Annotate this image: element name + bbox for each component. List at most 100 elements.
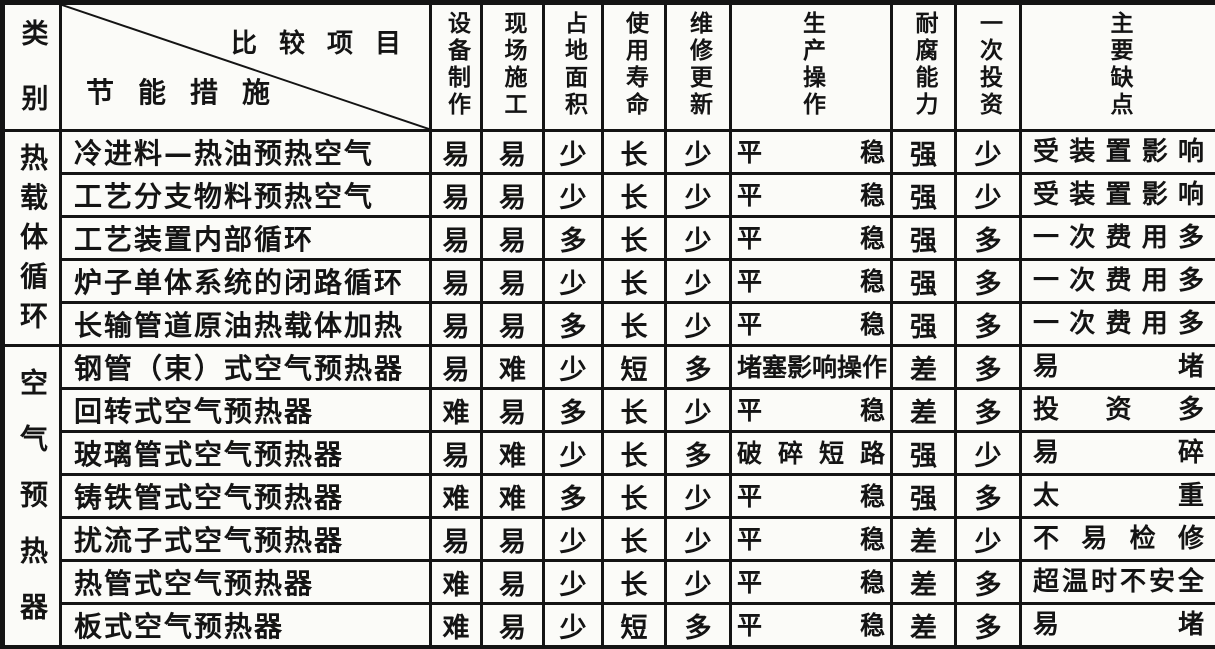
- category-header: 类别: [1, 1, 62, 132]
- value-cell: 易: [429, 129, 483, 175]
- value-cell: 多: [954, 258, 1022, 304]
- value-cell: 多: [954, 602, 1022, 649]
- column-header-equipment-fabrication: 设备制作: [429, 1, 483, 132]
- value-cell: 少: [954, 430, 1022, 476]
- value-cell: 长: [601, 516, 667, 562]
- value-cell: 易: [480, 602, 545, 649]
- value-cell: 少: [664, 172, 732, 218]
- value-cell: 易: [480, 215, 545, 261]
- table-row: 回转式空气预热器 难 易 多 长 少 平稳 差 多 投资多: [3, 387, 1215, 433]
- value-cell: 堵塞影响操作: [729, 344, 893, 390]
- value-cell: 少: [664, 129, 732, 175]
- value-cell: 强: [890, 430, 957, 476]
- value-cell: 平稳: [729, 559, 893, 605]
- row-label: 玻璃管式空气预热器: [59, 430, 432, 476]
- category-header-label: 类别: [16, 19, 48, 111]
- value-cell: 少: [542, 129, 604, 175]
- value-cell: 易: [429, 215, 483, 261]
- value-cell: 难: [480, 473, 545, 519]
- value-cell: 少: [542, 516, 604, 562]
- value-cell: 长: [601, 387, 667, 433]
- value-cell: 少: [542, 344, 604, 390]
- rows-axis-label: 节能措施: [86, 76, 295, 109]
- value-cell: 易: [480, 559, 545, 605]
- row-label: 铸铁管式空气预热器: [59, 473, 432, 519]
- column-header-production-operation: 生产操作: [729, 1, 893, 132]
- value-cell: 多: [542, 215, 604, 261]
- value-cell: 多: [954, 559, 1022, 605]
- value-cell: 多: [542, 387, 604, 433]
- value-cell: 多: [954, 473, 1022, 519]
- value-cell: 一次费用多: [1019, 215, 1215, 261]
- value-cell: 长: [601, 258, 667, 304]
- header-row: 类别 比较项目 节能措施 设备制作 现场施工 占地面积 使用寿命 维修更新 生产…: [1, 1, 1215, 132]
- value-cell: 易: [429, 344, 483, 390]
- column-header-site-construction: 现场施工: [480, 1, 545, 132]
- value-cell: 多: [954, 215, 1022, 261]
- row-label: 长输管道原油热载体加热: [59, 301, 432, 347]
- row-label: 工艺分支物料预热空气: [59, 172, 432, 218]
- value-cell: 难: [429, 559, 483, 605]
- table-row: 炉子单体系统的闭路循环 易 易 少 长 少 平稳 强 多 一次费用多: [3, 258, 1215, 304]
- column-header-corrosion-resistance: 耐腐能力: [890, 1, 957, 132]
- value-cell: 多: [954, 344, 1022, 390]
- value-cell: 平稳: [729, 602, 893, 649]
- group-label-air-preheater: 空气预热器: [1, 344, 62, 649]
- row-label: 钢管（束）式空气预热器: [59, 344, 432, 390]
- row-label: 炉子单体系统的闭路循环: [59, 258, 432, 304]
- table-row: 玻璃管式空气预热器 易 难 少 长 多 破碎短路 强 少 易碎: [3, 430, 1215, 476]
- row-label: 板式空气预热器: [59, 602, 432, 649]
- table-row: 工艺装置内部循环 易 易 多 长 少 平稳 强 多 一次费用多: [3, 215, 1215, 261]
- value-cell: 平稳: [729, 301, 893, 347]
- value-cell: 少: [664, 516, 732, 562]
- value-cell: 长: [601, 215, 667, 261]
- value-cell: 少: [664, 559, 732, 605]
- row-label: 热管式空气预热器: [59, 559, 432, 605]
- value-cell: 平稳: [729, 129, 893, 175]
- value-cell: 强: [890, 258, 957, 304]
- value-cell: 长: [601, 129, 667, 175]
- value-cell: 破碎短路: [729, 430, 893, 476]
- value-cell: 长: [601, 430, 667, 476]
- value-cell: 多: [664, 602, 732, 649]
- column-header-initial-investment: 一次投资: [954, 1, 1022, 132]
- value-cell: 多: [954, 301, 1022, 347]
- value-cell: 长: [601, 473, 667, 519]
- value-cell: 易: [480, 258, 545, 304]
- value-cell: 难: [480, 430, 545, 476]
- value-cell: 平稳: [729, 215, 893, 261]
- value-cell: 短: [601, 602, 667, 649]
- value-cell: 差: [890, 344, 957, 390]
- group-label-heat-carrier-cycle: 热载体循环: [1, 129, 62, 347]
- value-cell: 易堵: [1019, 344, 1215, 390]
- value-cell: 长: [601, 172, 667, 218]
- value-cell: 易: [480, 172, 545, 218]
- column-header-floor-area: 占地面积: [542, 1, 604, 132]
- row-label: 工艺装置内部循环: [59, 215, 432, 261]
- value-cell: 少: [664, 473, 732, 519]
- column-header-main-drawback: 主要缺点: [1019, 1, 1215, 132]
- table-row: 热载体循环 冷进料—热油预热空气 易 易 少 长 少 平稳 强 少 受装置影响: [1, 129, 1215, 347]
- value-cell: 一次费用多: [1019, 301, 1215, 347]
- value-cell: 少: [664, 387, 732, 433]
- value-cell: 多: [542, 301, 604, 347]
- value-cell: 少: [954, 129, 1022, 175]
- value-cell: 难: [429, 387, 483, 433]
- value-cell: 平稳: [729, 387, 893, 433]
- value-cell: 多: [542, 473, 604, 519]
- value-cell: 不易检修: [1019, 516, 1215, 562]
- value-cell: 易: [480, 516, 545, 562]
- value-cell: 差: [890, 516, 957, 562]
- value-cell: 少: [664, 301, 732, 347]
- column-header-maintenance-renewal: 维修更新: [664, 1, 732, 132]
- table-row: 工艺分支物料预热空气 易 易 少 长 少 平稳 强 少 受装置影响: [3, 172, 1215, 218]
- value-cell: 易: [429, 258, 483, 304]
- value-cell: 少: [664, 215, 732, 261]
- column-header-service-life: 使用寿命: [601, 1, 667, 132]
- diagonal-line: [62, 5, 429, 129]
- table-row: 热管式空气预热器 难 易 少 长 少 平稳 差 多 超温时不安全: [3, 559, 1215, 605]
- value-cell: 易碎: [1019, 430, 1215, 476]
- value-cell: 差: [890, 602, 957, 649]
- value-cell: 多: [664, 430, 732, 476]
